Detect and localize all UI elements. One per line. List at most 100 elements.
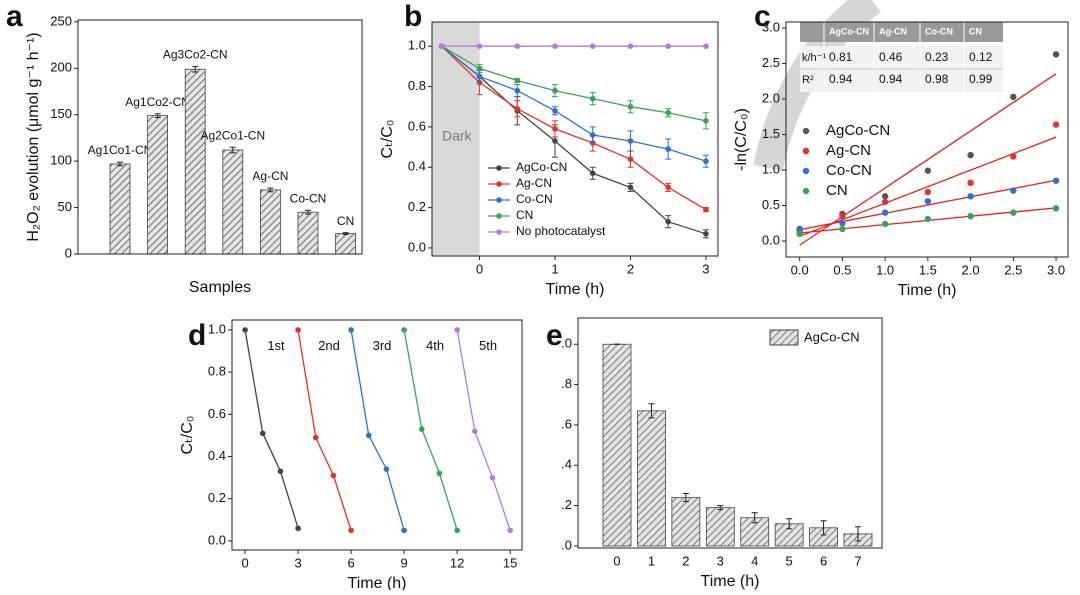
table-cell: 0.81 <box>829 50 853 64</box>
y-tick-label: 0.0 <box>408 239 426 254</box>
point <box>1052 177 1060 184</box>
point <box>881 209 889 216</box>
axes-frame <box>577 317 883 549</box>
x-axis-label: Time (h) <box>546 281 605 298</box>
table-cell: 0.99 <box>969 72 993 86</box>
error-bar <box>855 526 862 542</box>
series-label: 5th <box>479 338 497 353</box>
y-tick-label: 0.5 <box>762 197 780 212</box>
point <box>1010 153 1017 160</box>
marker <box>476 43 483 50</box>
marker <box>365 432 372 439</box>
error-bar <box>342 232 349 235</box>
error-bar <box>717 505 724 511</box>
marker <box>552 126 558 132</box>
x-axis-label: Time (h) <box>348 575 407 590</box>
y-tick-label: .4 <box>561 457 572 472</box>
x-tick-label: 12 <box>450 555 464 570</box>
y-tick-label: 3.0 <box>762 19 780 34</box>
marker <box>665 218 671 225</box>
legend-marker <box>802 167 810 175</box>
error-bar <box>154 113 161 118</box>
y-tick-label: .0 <box>561 537 572 552</box>
x-tick-label: 1 <box>648 553 655 568</box>
y-tick-label: .2 <box>561 497 572 512</box>
x-tick-label: 3 <box>717 553 724 568</box>
marker <box>627 43 634 50</box>
point <box>924 215 932 223</box>
error-bar <box>305 209 311 215</box>
marker <box>552 87 558 94</box>
marker <box>436 470 443 477</box>
marker <box>514 87 521 94</box>
marker <box>489 474 496 481</box>
legend-marker <box>496 181 502 187</box>
legend-label: Co-CN <box>516 192 553 206</box>
y-tick-label: 1.0 <box>762 161 780 176</box>
y-tick-label: 50 <box>58 199 72 214</box>
y-tick-label: 0.4 <box>208 448 226 463</box>
marker <box>703 231 709 237</box>
table-row-label: R² <box>802 74 814 86</box>
error-bar <box>229 146 236 154</box>
x-tick-label: 2.5 <box>1004 262 1022 277</box>
table-cell: 0.23 <box>925 50 949 64</box>
x-tick-label: 3 <box>294 555 301 570</box>
marker <box>589 43 596 50</box>
bar <box>147 115 169 255</box>
table-cell: 0.98 <box>925 72 949 86</box>
marker <box>627 184 634 191</box>
x-axis-label: Time (h) <box>898 282 957 299</box>
bar <box>297 211 319 255</box>
point <box>881 220 889 228</box>
error-bar <box>267 187 274 193</box>
table-row-label: k/h⁻¹ <box>802 52 826 64</box>
y-tick-label: 100 <box>50 153 72 168</box>
marker <box>665 184 671 191</box>
marker <box>472 428 478 435</box>
legend-label: CN <box>826 182 848 199</box>
y-tick-label: 2.0 <box>762 90 780 105</box>
legend-marker <box>496 165 502 171</box>
point <box>881 193 889 200</box>
x-tick-label: 6 <box>820 553 827 568</box>
error-bar <box>648 403 655 419</box>
point <box>1010 93 1017 101</box>
marker <box>348 527 354 534</box>
y-axis-label: Cₜ/C₀ <box>179 416 196 455</box>
point <box>967 212 974 220</box>
table-header: AgCo-CN <box>829 26 869 36</box>
series-line <box>441 45 707 211</box>
series-label: 4th <box>426 338 444 353</box>
marker <box>295 327 301 333</box>
marker <box>439 43 445 50</box>
point <box>1052 51 1060 58</box>
y-tick-label: 0.2 <box>208 490 226 505</box>
error-bar <box>751 512 758 524</box>
x-tick-label: 2 <box>627 261 634 276</box>
bar <box>671 497 701 547</box>
point <box>839 220 846 227</box>
table-header-bg <box>800 22 1003 42</box>
legend-label: CN <box>516 208 533 222</box>
marker <box>295 525 301 532</box>
legend-label: No photocatalyst <box>516 224 606 238</box>
error-bar <box>786 518 793 530</box>
y-tick-label: 2.5 <box>762 55 780 70</box>
bar-label: Co-CN <box>290 192 327 206</box>
x-tick-label: 9 <box>401 555 408 570</box>
bar-label: Ag1Co2-CN <box>125 95 190 109</box>
y-tick-label: 1.5 <box>762 126 780 141</box>
marker <box>665 43 671 50</box>
y-tick-label: 0 <box>65 245 72 260</box>
y-axis-label: Cₜ/C₀ <box>379 120 396 159</box>
legend-marker <box>496 229 502 235</box>
x-tick-label: 1.5 <box>919 262 937 277</box>
marker <box>627 138 634 144</box>
marker <box>476 73 483 80</box>
series-label: 3rd <box>373 338 392 353</box>
point <box>967 179 974 187</box>
point <box>924 188 932 196</box>
